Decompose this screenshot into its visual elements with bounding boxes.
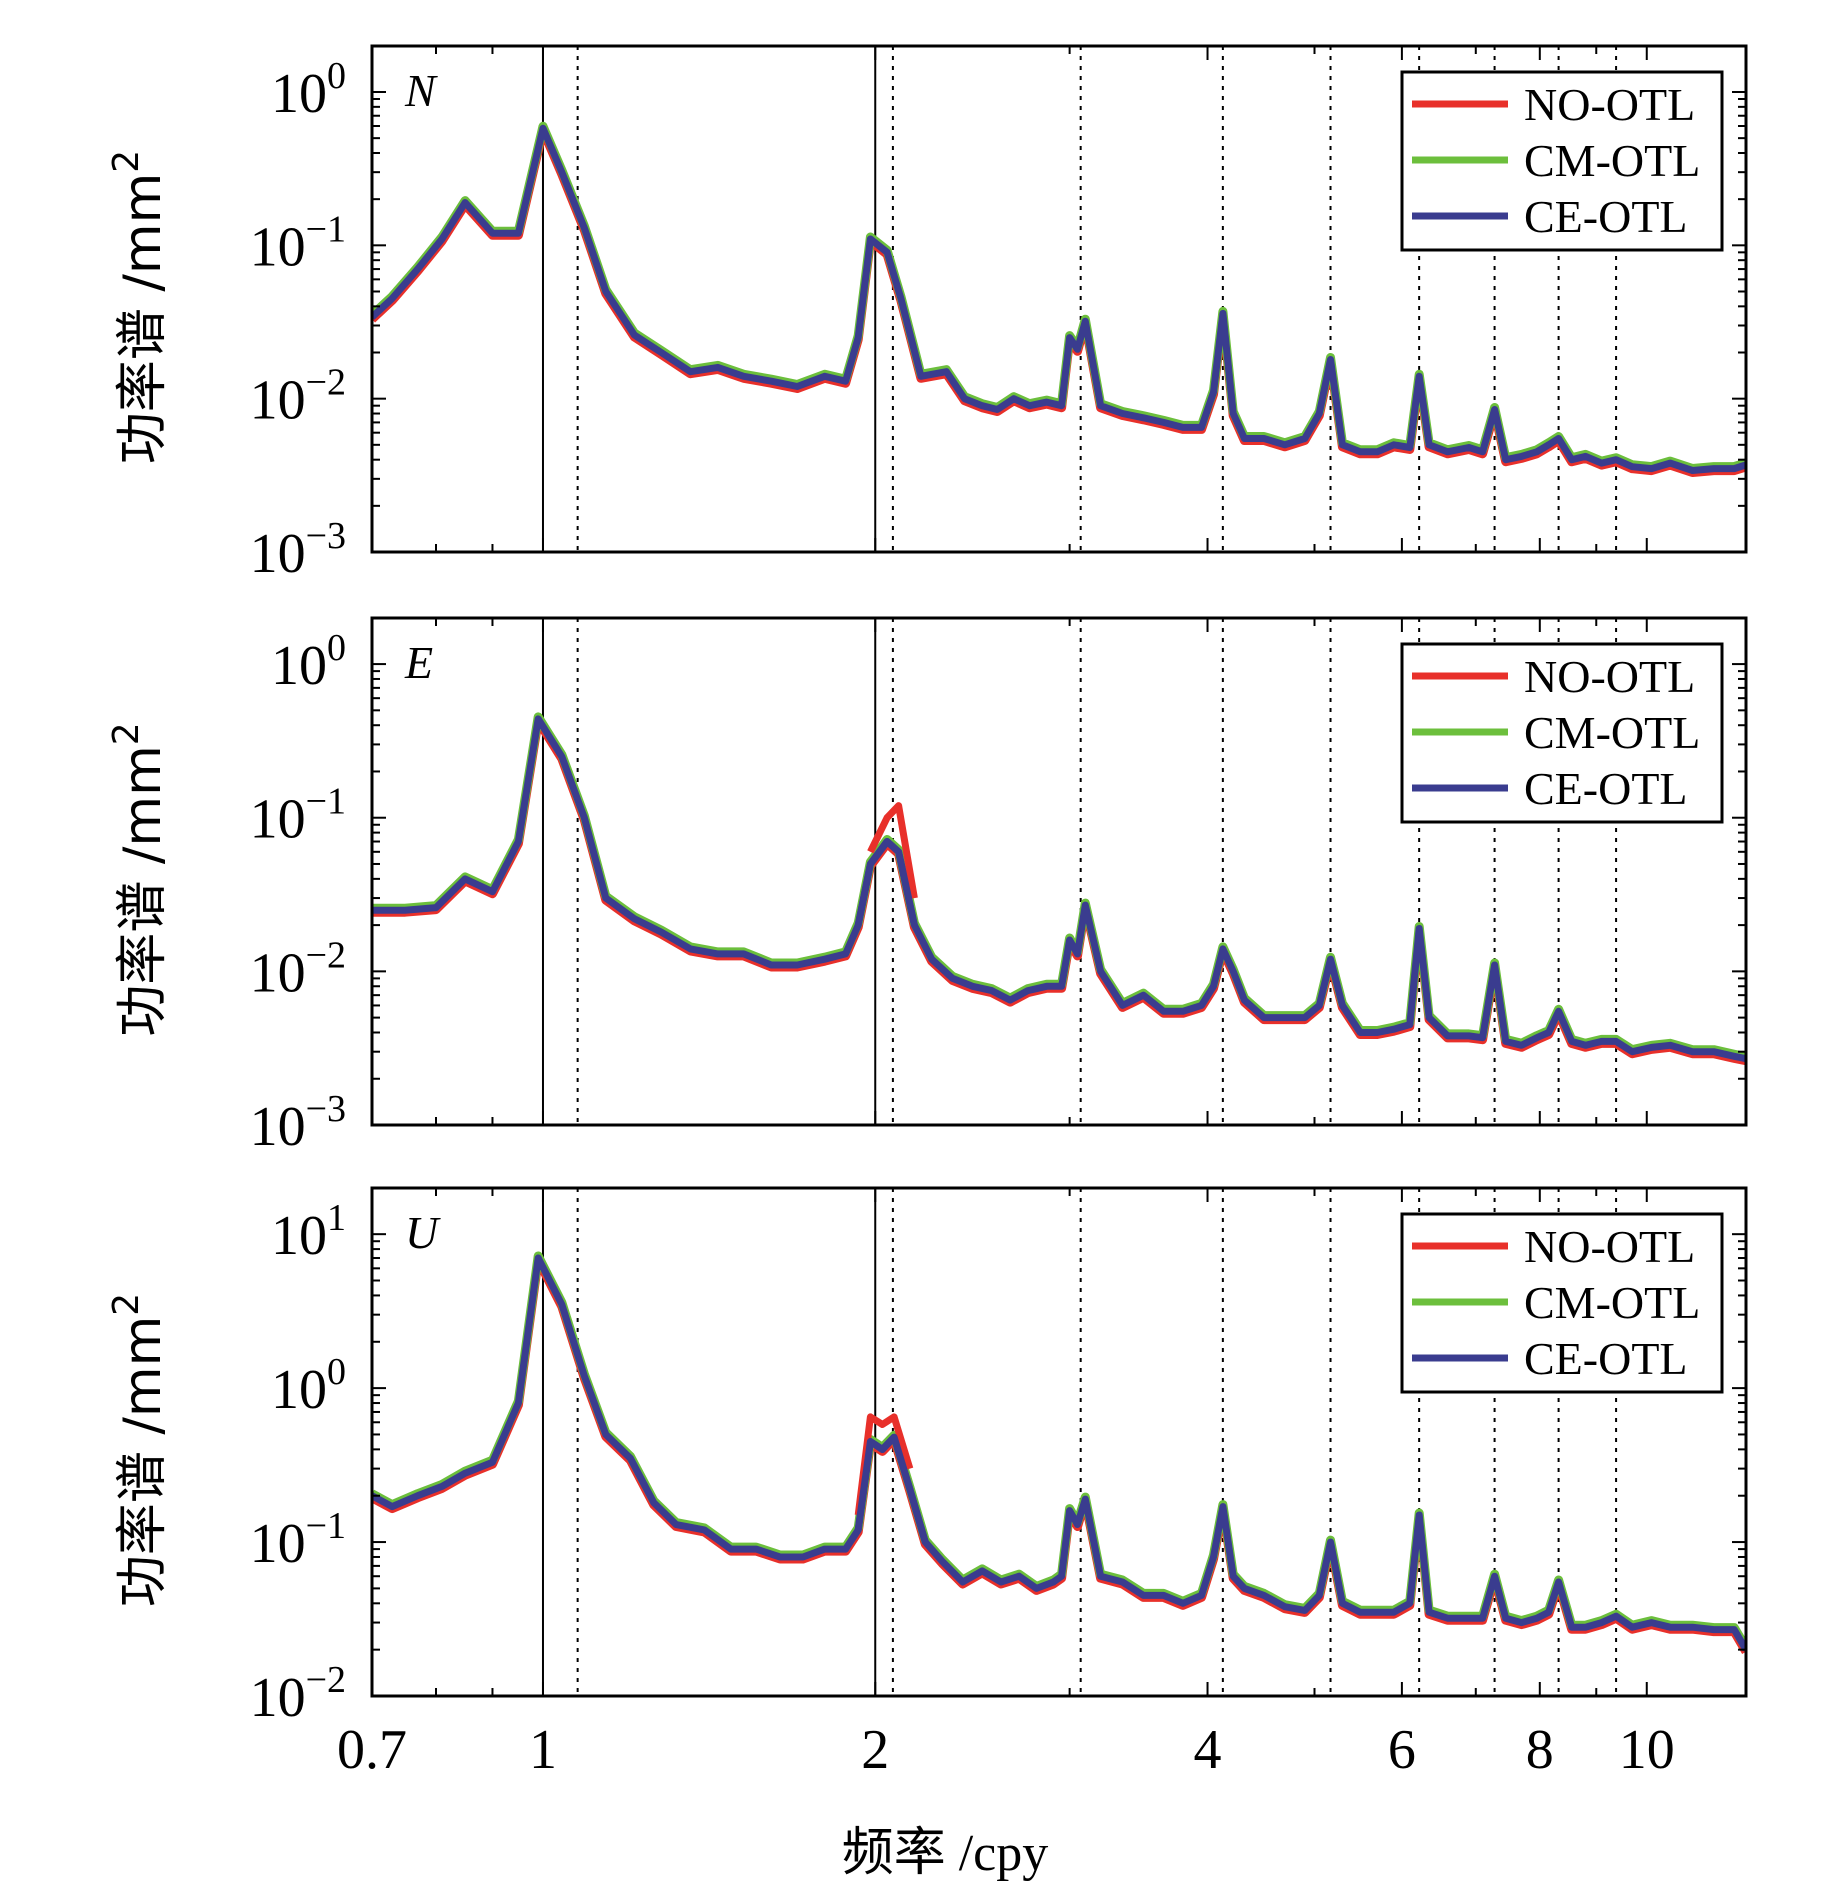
y-axis-title: 功率谱 /mm2 [106,150,173,464]
y-tick-label: 101 [271,1197,346,1267]
legend-label-cm-otl: CM-OTL [1524,1277,1700,1328]
y-tick-label: 100 [271,627,346,697]
series-line-ce-otl-overlay [854,1433,929,1544]
legend-label-cm-otl: CM-OTL [1524,707,1700,758]
series-line-ce-otl-overlay [854,838,918,926]
x-tick-label: 10 [1619,1719,1675,1781]
y-tick-label: 10−1 [250,781,346,851]
x-tick-label: 1 [529,1719,557,1781]
y-tick-label: 10−3 [250,515,346,585]
legend-label-no-otl: NO-OTL [1524,79,1695,130]
plot-frame [370,616,1748,1127]
series-line-ce-otl [372,124,1746,474]
legend-label-ce-otl: CE-OTL [1524,1333,1688,1384]
plot-frame [370,44,1748,554]
y-tick-label: 10−2 [250,934,346,1004]
panel-label: N [404,65,438,116]
panel-label: U [405,1207,441,1258]
x-axis-title: 频率 /cpy [842,1825,1049,1882]
legend-label-ce-otl: CE-OTL [1524,191,1688,242]
y-tick-label: 10−2 [250,362,346,432]
panel-label: E [404,637,433,688]
series-line-ce-otl [372,715,1746,1063]
x-tick-label: 4 [1194,1719,1222,1781]
y-tick-label: 10−1 [250,1505,346,1575]
plot-frame [370,1186,1748,1698]
y-axis-title: 功率谱 /mm2 [106,1293,173,1607]
panel-u: 101 100 10−1 10−2 U 功率谱 /mm2 NO-OTLCM-OTLCE-OT… [106,1186,1748,1729]
y-tick-label: 100 [271,55,346,125]
panel-e: 100 10−1 10−2 10−3 E 功率谱 /mm2 NO-OTLCM-OTLCE-O… [106,616,1748,1158]
x-tick-label: 8 [1526,1719,1554,1781]
series-line-no-otl-peak [867,802,918,899]
legend-label-no-otl: NO-OTL [1524,1221,1695,1272]
legend-label-no-otl: NO-OTL [1524,651,1695,702]
y-tick-label: 10−2 [250,1659,346,1729]
y-axis-title: 功率谱 /mm2 [106,722,173,1036]
legend-label-ce-otl: CE-OTL [1524,763,1688,814]
panel-n: 100 10−1 10−2 10−3 N 功率谱 /mm2 NO-OTLCM-OTLCE-O… [106,44,1748,585]
x-tick-label: 6 [1388,1719,1416,1781]
x-tick-label: 2 [861,1719,889,1781]
y-tick-label: 100 [271,1351,346,1421]
y-tick-label: 10−1 [250,208,346,278]
legend-label-cm-otl: CM-OTL [1524,135,1700,186]
x-tick-label: 0.7 [337,1719,407,1781]
series-line-ce-otl [372,1254,1746,1652]
y-tick-label: 10−3 [250,1088,346,1158]
